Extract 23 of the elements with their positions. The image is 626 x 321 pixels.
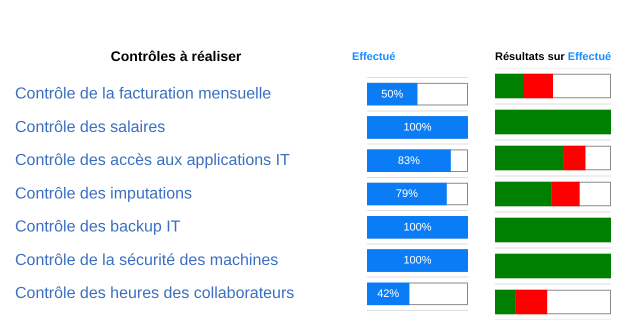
data-label: 83% [398,154,420,167]
data-label: 100% [403,122,432,134]
bar [495,74,524,98]
bar [495,290,516,314]
data-label: 50% [381,88,404,100]
bar [524,74,553,98]
chart-title: Effectué [352,51,396,63]
y-axis-title: Contrôles à réaliser [110,48,242,64]
data-label: 79% [396,188,418,200]
bar [563,146,586,170]
y-tick-label: Contrôle des imputations [15,185,192,202]
y-tick-label: Contrôle des accès aux applications IT [15,152,290,170]
y-tick-label: Contrôle des backup IT [15,218,181,236]
y-tick-label: Contrôle des heures des collaborateurs [15,285,294,302]
data-label: 42% [377,288,400,300]
chart-title: Résultats sur Effectué [495,51,612,63]
data-label: 100% [403,221,432,234]
y-tick-label: Contrôle de la sécurité des machines [15,252,278,269]
bar [516,290,548,314]
y-tick-label: Contrôle de la facturation mensuelle [15,86,272,103]
bar [552,182,580,206]
y-tick-label: Contrôle des salaires [15,118,166,136]
data-label: 100% [403,254,432,267]
